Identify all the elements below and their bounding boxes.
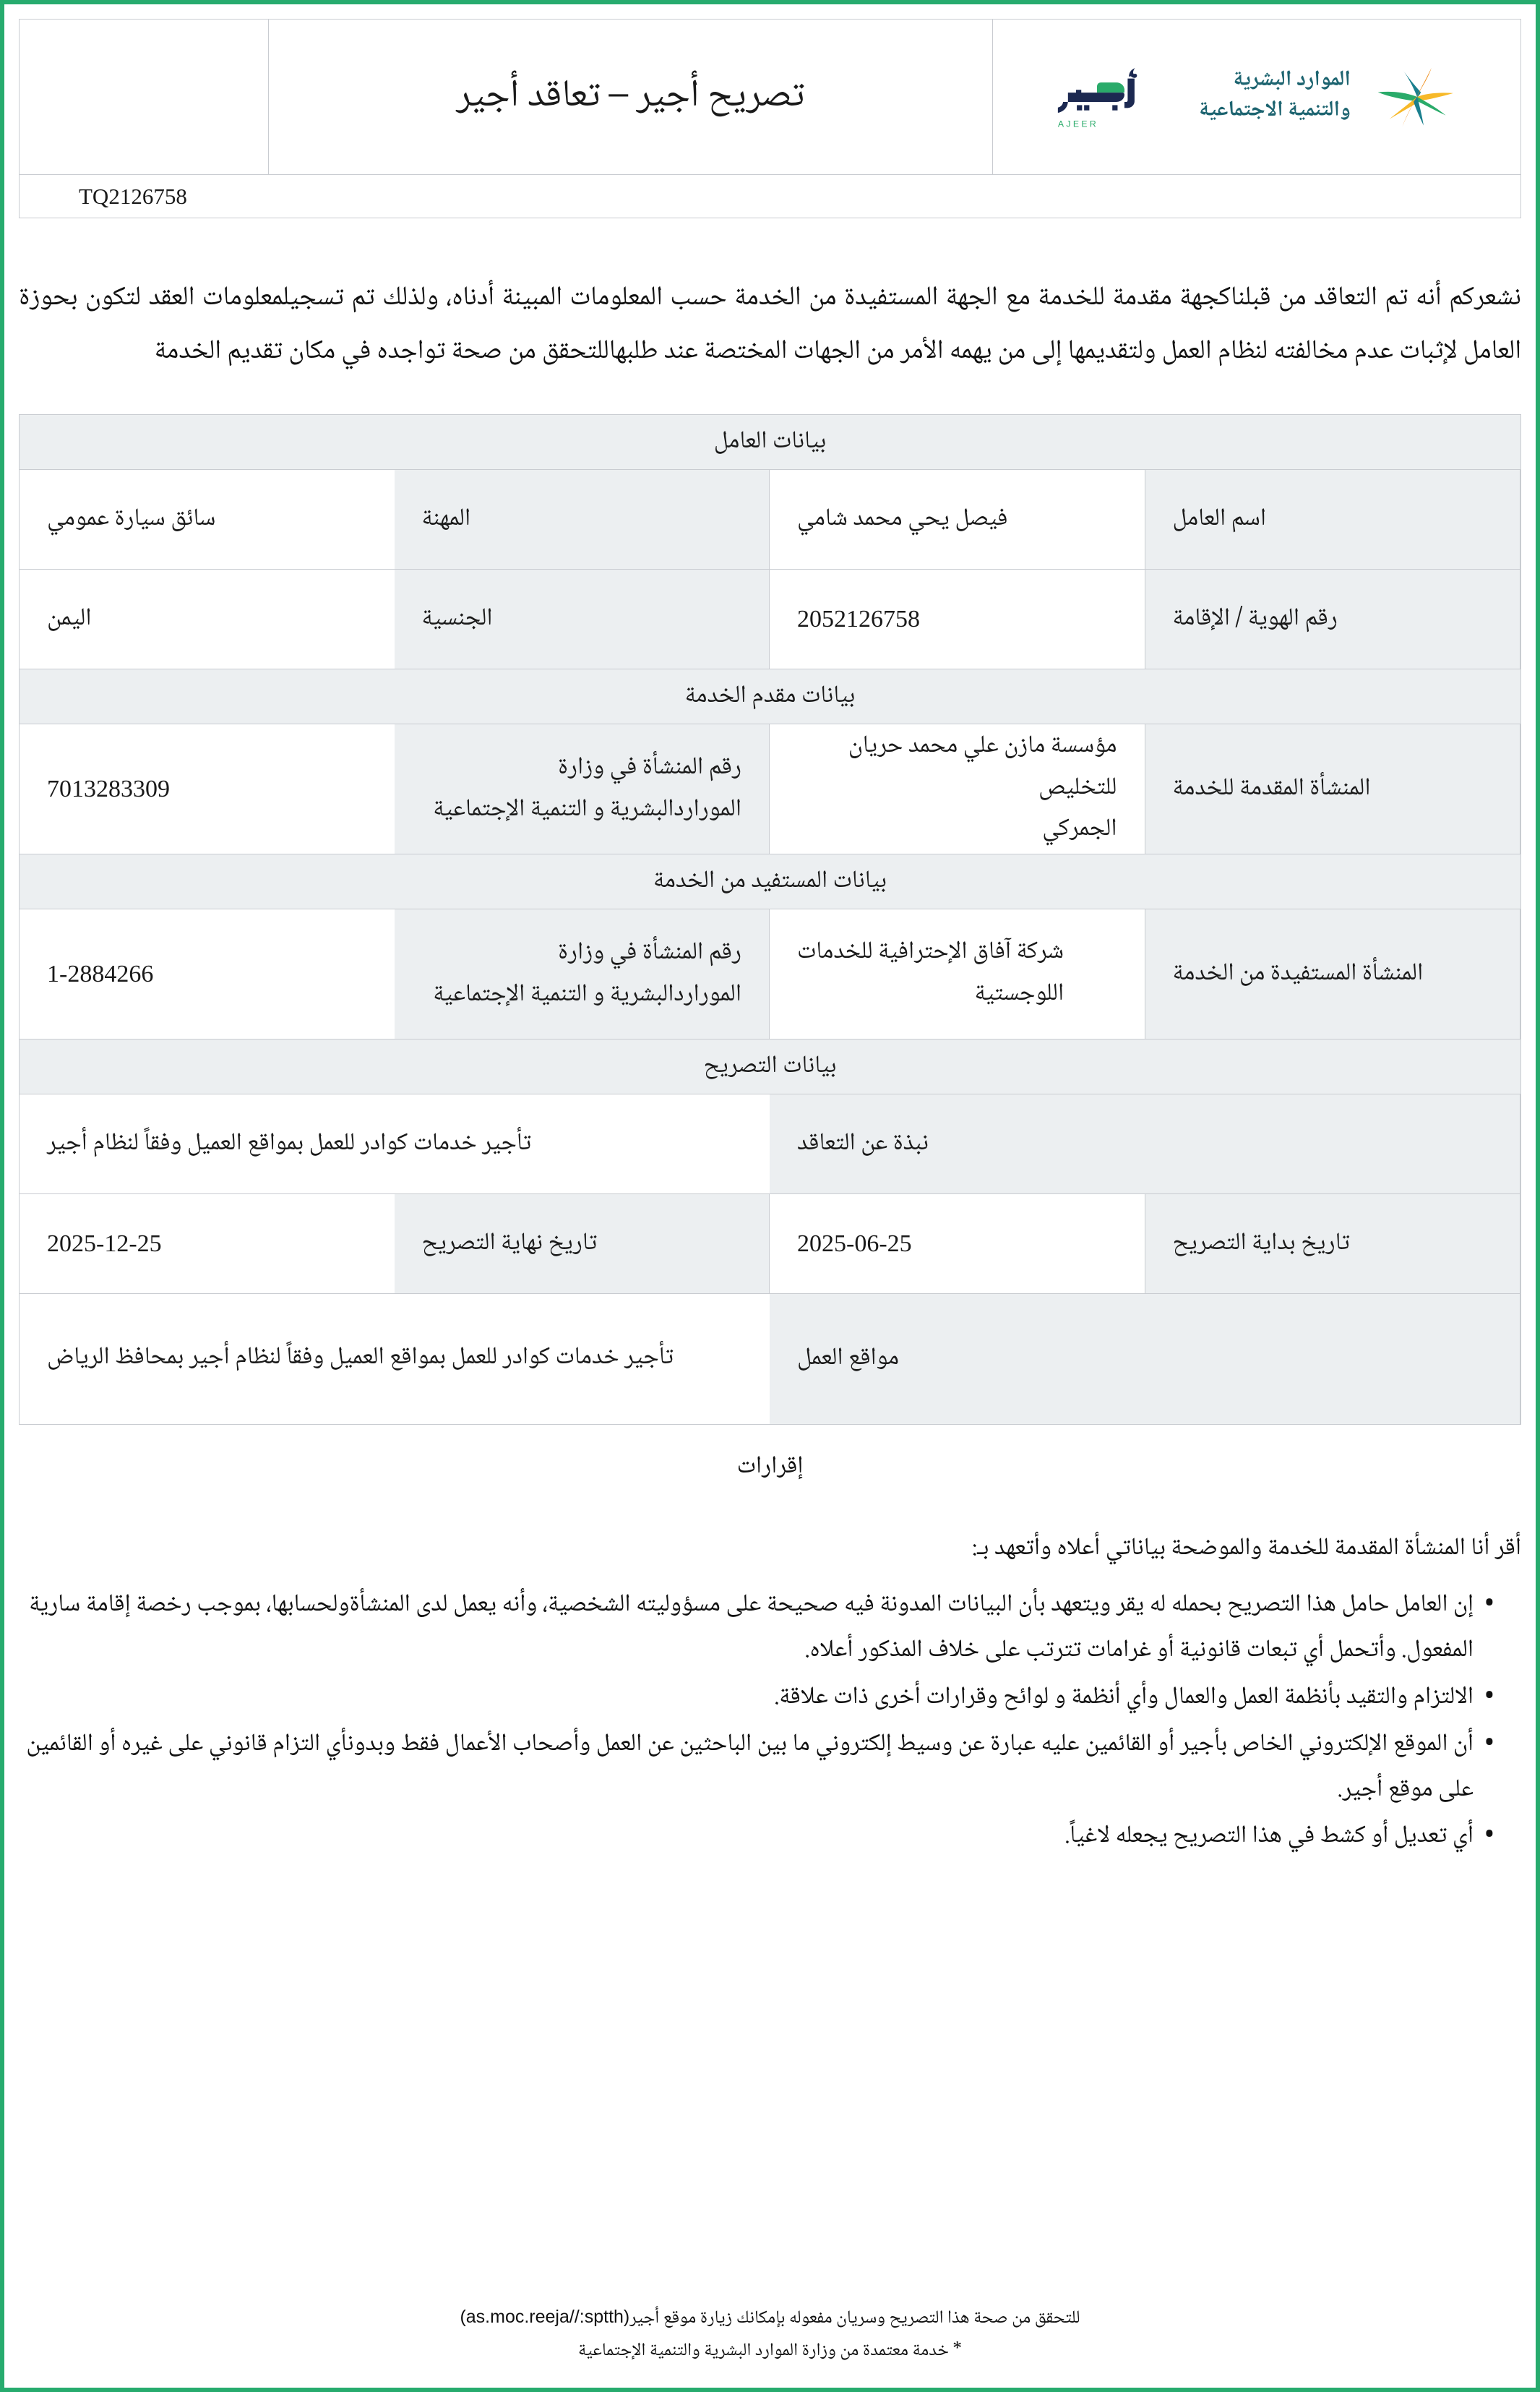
- svg-text:AJEER: AJEER: [1058, 119, 1098, 129]
